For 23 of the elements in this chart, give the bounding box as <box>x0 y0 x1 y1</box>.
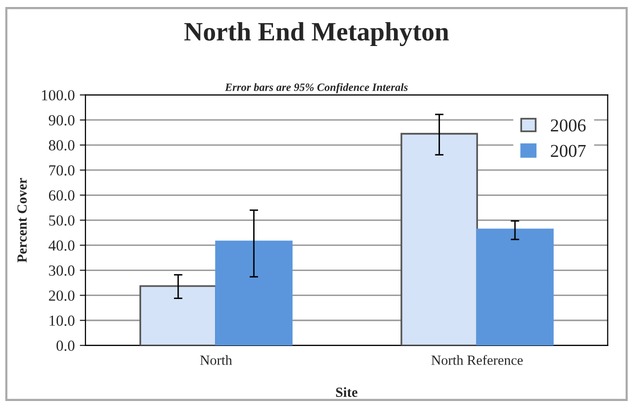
x-tick-label: North Reference <box>431 355 523 365</box>
x-axis-title: Site <box>336 387 358 397</box>
bar <box>215 240 293 346</box>
y-tick-label: 20.0 <box>48 290 74 301</box>
y-tick-label: 50.0 <box>49 215 74 226</box>
chart-subtitle: Error bars are 95% Confidence Interals <box>224 83 408 94</box>
y-tick-label: 90.0 <box>48 115 74 126</box>
bar <box>476 228 554 346</box>
bar <box>400 132 478 346</box>
y-axis-title: Percent Cover <box>17 178 27 262</box>
chart-title: North End Metaphyton <box>184 22 449 46</box>
y-tick-label: 70.0 <box>49 165 74 176</box>
y-tick-label: 80.0 <box>48 140 74 151</box>
y-tick-label: 30.0 <box>49 265 74 276</box>
legend-label: 2006 <box>550 119 586 132</box>
y-tick-label: 100.0 <box>42 90 74 100</box>
y-tick-label: 0.0 <box>56 340 74 351</box>
x-tick-label: North <box>200 355 232 365</box>
y-tick-label: 60.0 <box>48 190 74 201</box>
y-tick-label: 40.0 <box>48 240 74 251</box>
y-tick-label: 10.0 <box>50 316 74 326</box>
legend-label: 2007 <box>550 144 586 158</box>
bar <box>139 285 217 346</box>
